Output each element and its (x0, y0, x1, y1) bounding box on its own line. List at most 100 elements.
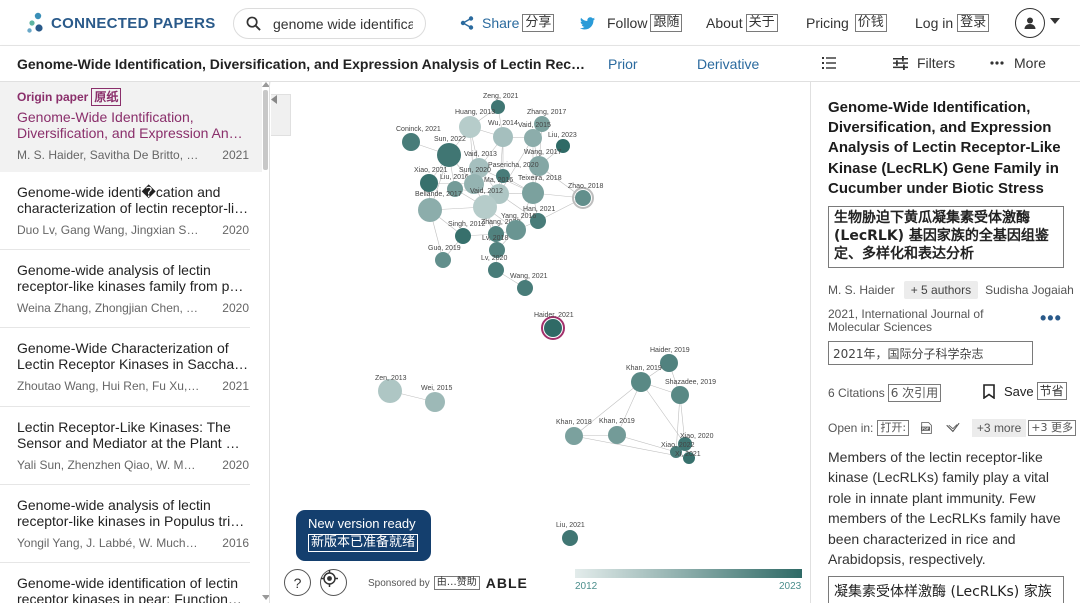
semantic-scholar-icon[interactable] (946, 420, 960, 436)
paper-node[interactable]: Han, 2021 (523, 206, 555, 229)
node-circle[interactable] (473, 195, 497, 219)
list-item[interactable]: Genome-wide identification of lectin rec… (0, 575, 262, 603)
list-item[interactable]: Genome-Wide Characterization of Lectin R… (0, 340, 262, 393)
node-circle[interactable] (631, 372, 651, 392)
node-circle[interactable] (464, 174, 484, 194)
more-sources-button[interactable]: +3 more (971, 419, 1027, 437)
node-circle[interactable] (469, 158, 489, 178)
origin-paper-card[interactable]: Origin paper 原纸 Genome-Wide Identificati… (0, 82, 262, 172)
search-box[interactable] (233, 8, 426, 39)
node-circle[interactable] (562, 530, 578, 546)
node-circle[interactable] (425, 392, 445, 412)
paper-node[interactable]: Lv, 2020 (481, 255, 507, 278)
node-circle[interactable] (402, 133, 420, 151)
pricing-link[interactable]: Pricing 价钱 (806, 12, 887, 34)
node-circle[interactable] (534, 116, 550, 132)
node-circle[interactable] (489, 184, 509, 204)
list-item[interactable]: Genome-wide analysis of lectin receptor-… (0, 497, 262, 550)
login-link[interactable]: Log in 登录 (915, 12, 990, 34)
node-circle[interactable] (435, 252, 451, 268)
graph-canvas[interactable]: Zeng, 2021 Huang, 2013 Zhang, 2017 Wu, 2014… (271, 82, 810, 603)
paper-node[interactable]: Singh, 2012 (448, 221, 485, 244)
node-circle[interactable] (544, 319, 562, 337)
list-item[interactable]: Genome-wide identi�cation and characteri… (0, 184, 262, 237)
node-circle[interactable] (488, 226, 504, 242)
paper-node[interactable]: Zeng, 2021 (483, 93, 519, 114)
node-circle[interactable] (496, 169, 510, 183)
paper-node[interactable]: Wang, 2017 (524, 149, 562, 176)
citation-graph[interactable]: Zeng, 2021 Huang, 2013 Zhang, 2017 Wu, 2014… (271, 82, 810, 603)
paper-node[interactable]: Zhang, 2020 (481, 219, 520, 242)
node-circle[interactable] (670, 446, 682, 458)
node-circle[interactable] (447, 181, 463, 197)
list-item[interactable]: Genome-wide analysis of lectin receptor-… (0, 262, 262, 315)
node-circle[interactable] (420, 174, 438, 192)
node-circle[interactable] (459, 116, 481, 138)
node-circle[interactable] (530, 213, 546, 229)
node-circle[interactable] (683, 452, 695, 464)
paper-node[interactable]: Wei, 2015 (421, 385, 452, 412)
node-circle[interactable] (671, 386, 689, 404)
paper-node[interactable]: Liu, 2021 (556, 522, 585, 546)
node-circle[interactable] (556, 139, 570, 153)
paper-node[interactable]: Zen, 2013 (375, 375, 407, 403)
paper-node[interactable]: Yang, 2016 (501, 213, 536, 240)
more-options-icon[interactable]: ••• (1040, 308, 1062, 328)
node-circle[interactable] (524, 129, 542, 147)
account-avatar[interactable] (1015, 8, 1045, 38)
paper-node[interactable]: Shazadee, 2019 (665, 379, 716, 404)
paper-node[interactable]: Haider, 2019 (650, 347, 690, 372)
node-circle[interactable] (660, 354, 678, 372)
chevron-down-icon[interactable] (1050, 18, 1060, 24)
paper-node[interactable]: Sun, 2022 (434, 136, 466, 167)
node-circle[interactable] (491, 100, 505, 114)
paper-node[interactable]: Pasericha, 2020 (488, 162, 539, 183)
tab-prior[interactable]: Prior (608, 56, 638, 72)
node-circle[interactable] (529, 156, 549, 176)
node-circle[interactable] (437, 143, 461, 167)
search-icon[interactable] (246, 16, 261, 31)
more-button[interactable]: More (990, 55, 1046, 71)
pdf-icon[interactable]: PDF (921, 419, 932, 437)
node-circle[interactable] (522, 182, 544, 204)
paper-node[interactable]: Huang, 2013 (455, 109, 495, 138)
paper-node[interactable]: Teixeira, 2018 (518, 175, 562, 204)
paper-node[interactable]: Coninck, 2021 (396, 126, 441, 151)
paper-node[interactable]: Xiao, 2021 (414, 167, 448, 192)
paper-node[interactable]: Khan, 2019 (599, 418, 635, 444)
paper-node[interactable]: Liu, 2016 (440, 174, 469, 197)
save-button[interactable]: Save 节省 (983, 382, 1067, 400)
follow-button[interactable]: Follow 跟随 (580, 12, 683, 34)
new-version-button[interactable]: New version ready 新版本已准备就绪 (296, 510, 431, 561)
paper-node[interactable]: Zhang, 2017 (527, 109, 566, 132)
scroll-down-arrow[interactable] (262, 595, 269, 600)
node-circle[interactable] (489, 242, 505, 258)
paper-node[interactable]: Ma, 2016 (484, 177, 513, 204)
node-circle[interactable] (565, 427, 583, 445)
node-circle[interactable] (517, 280, 533, 296)
paper-node[interactable]: Vaid, 2015 (518, 122, 551, 147)
paper-node[interactable]: Xiao, 2020 (678, 433, 714, 451)
paper-node[interactable]: Wu, 2014 (488, 120, 518, 147)
more-authors-button[interactable]: + 5 authors (903, 281, 979, 299)
node-circle[interactable] (506, 220, 526, 240)
about-link[interactable]: About 关于 (706, 12, 778, 34)
node-circle[interactable] (575, 190, 591, 206)
paper-node[interactable]: Liu, 2023 (548, 132, 577, 153)
node-circle[interactable] (378, 379, 402, 403)
paper-node[interactable]: Vaid, 2013 (464, 151, 497, 178)
tab-derivative[interactable]: Derivative (697, 56, 760, 72)
paper-node[interactable]: Wang, 2021 (510, 273, 548, 296)
origin-paper-node[interactable]: Haider, 2021 (534, 312, 574, 340)
search-input[interactable] (273, 15, 413, 32)
node-circle[interactable] (678, 437, 692, 451)
first-author[interactable]: M. S. Haider (828, 283, 895, 297)
paper-node[interactable]: Vaid, 2012 (470, 188, 503, 219)
help-button[interactable]: ? (284, 569, 311, 596)
recenter-button[interactable] (320, 569, 347, 596)
paper-node[interactable]: Sun, 2020 (459, 167, 491, 194)
collapse-list-button[interactable] (271, 94, 291, 136)
list-scrollbar[interactable] (263, 90, 268, 170)
paper-node[interactable]: Khan, 2018 (556, 419, 592, 445)
node-circle[interactable] (488, 262, 504, 278)
